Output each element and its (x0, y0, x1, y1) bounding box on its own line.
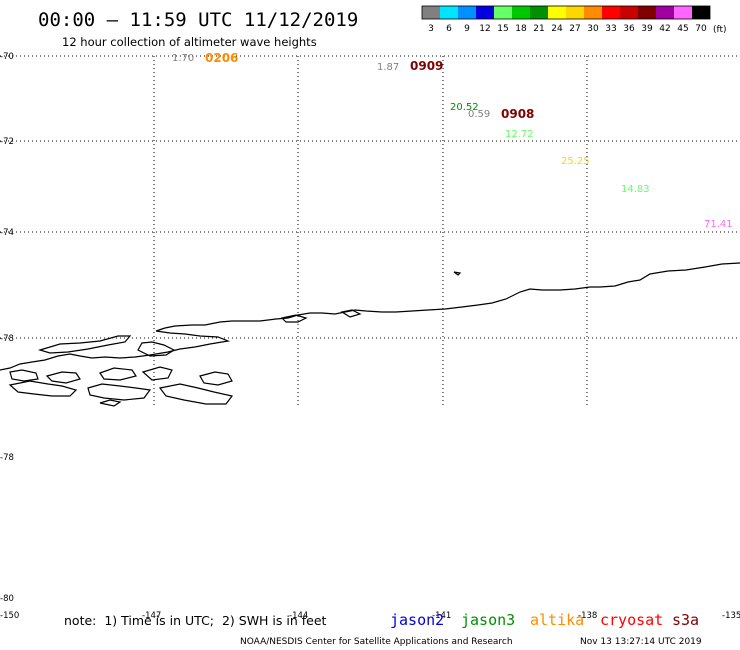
lon-label: -144 (289, 611, 308, 621)
satellite-label-jason2: jason2 (390, 611, 444, 629)
satellite-label-cryosat: cryosat (600, 611, 663, 629)
coast-fragment (45, 371, 81, 384)
lon-label: -150 (0, 611, 19, 621)
legend-swatch (458, 6, 476, 19)
map-title: 00:00 – 11:59 UTC 11/12/2019 (38, 9, 358, 31)
lon-label: -138 (578, 611, 597, 621)
legend-tick-label: 70 (695, 24, 707, 34)
legend-tick-label: 12 (479, 24, 490, 34)
legend-tick-label: 21 (533, 24, 544, 34)
coastline-west (0, 353, 93, 371)
lat-label: -78 (0, 334, 14, 344)
coast-fragment (141, 366, 173, 381)
lat-label: -70 (0, 52, 14, 62)
coast-fragment (87, 383, 152, 401)
coast-fragment (199, 371, 233, 386)
legend-swatch (440, 6, 458, 19)
lon-label: -135 (722, 611, 740, 621)
wave-height-label: 0.59 (468, 109, 490, 120)
legend-swatch (602, 6, 620, 19)
coast-fragment (8, 380, 78, 397)
satellite-label-s3a: s3a (672, 611, 699, 629)
legend-tick-label: 33 (605, 24, 616, 34)
legend-swatch (476, 6, 494, 19)
pass-time-label: 0908 (501, 107, 534, 121)
credit-text: NOAA/NESDIS Center for Satellite Applica… (240, 637, 513, 647)
legend-border (421, 5, 711, 20)
legend-tick-label: 6 (446, 24, 452, 34)
lon-label: -141 (432, 611, 451, 621)
legend-swatch (548, 6, 566, 19)
coast-fragment (158, 383, 234, 405)
graticule-grid (0, 55, 740, 405)
coast-fragment (280, 314, 308, 323)
legend-tick-label: 24 (551, 24, 563, 34)
lon-label: -147 (142, 611, 161, 621)
legend-tick-label: 3 (428, 24, 434, 34)
legend-tick-label: 36 (623, 24, 635, 34)
lat-label: -78 (0, 453, 14, 463)
legend-swatch (638, 6, 656, 19)
wave-height-label: 14.83 (621, 184, 650, 195)
color-scale-legend: 3 6 9 12 15 18 21 24 27 30 33 36 39 42 45 70 (421, 5, 711, 34)
wave-height-label: 25.25 (561, 156, 590, 167)
wave-height-label: 20.52 (450, 102, 479, 113)
legend-swatch (422, 6, 440, 19)
legend-unit: (ft) (713, 25, 727, 35)
island (453, 271, 462, 276)
lat-label: -74 (0, 228, 14, 238)
coast-fragment (9, 369, 39, 382)
legend-swatch (656, 6, 674, 19)
legend-swatch (620, 6, 638, 19)
generated-timestamp: Nov 13 13:27:14 UTC 2019 (580, 637, 702, 647)
satellite-label-jason3: jason3 (461, 611, 515, 629)
coastline-shelf (91, 330, 231, 359)
legend-swatch (512, 6, 530, 19)
coast-fragment (99, 367, 137, 381)
legend-swatch (530, 6, 548, 19)
lat-label: -72 (0, 137, 14, 147)
legend-swatch (584, 6, 602, 19)
wave-height-label: 1.87 (377, 62, 399, 73)
legend-tick-label: 9 (464, 24, 470, 34)
wave-height-label: 12.72 (505, 129, 534, 140)
legend-tick-label: 39 (641, 24, 653, 34)
lat-label: -80 (0, 594, 14, 604)
footer-note: note: 1) Time is in UTC; 2) SWH is in fe… (64, 613, 327, 628)
coast-fragment (340, 309, 362, 318)
legend-swatch (692, 6, 710, 19)
coastline (0, 262, 740, 407)
pass-time-label: 0909 (410, 59, 443, 73)
coast-fragment (37, 335, 132, 354)
wave-height-label: 1.70 (172, 53, 194, 64)
legend-tick-label: 42 (659, 24, 670, 34)
legend-tick-label: 45 (677, 24, 688, 34)
legend-tick-label: 30 (587, 24, 599, 34)
pass-time-label: 0206 (205, 51, 238, 65)
satellite-label-altika: altika (530, 611, 584, 629)
legend-tick-label: 18 (515, 24, 527, 34)
legend-swatch (674, 6, 692, 19)
coast-fragment (137, 341, 176, 357)
legend-tick-label: 15 (497, 24, 508, 34)
coast-fragment (99, 399, 122, 407)
map-subtitle: 12 hour collection of altimeter wave hei… (62, 35, 317, 49)
legend-swatch (494, 6, 512, 19)
wave-height-label: 71.41 (704, 219, 733, 230)
legend-tick-label: 27 (569, 24, 580, 34)
coastline-main (155, 262, 740, 332)
legend-swatch (566, 6, 584, 19)
